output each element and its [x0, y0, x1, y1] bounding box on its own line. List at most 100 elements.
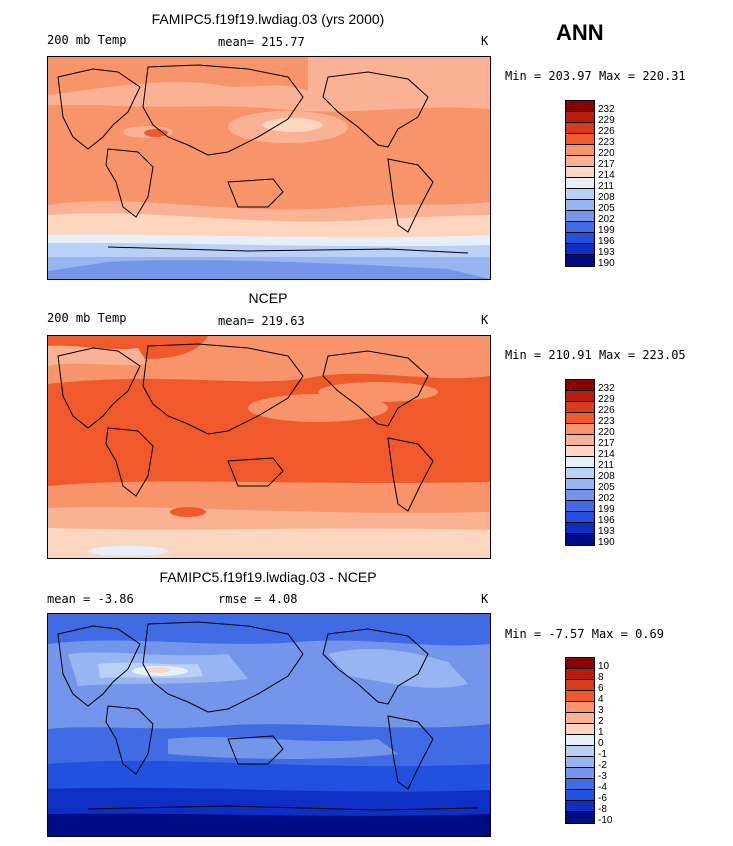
- legend-swatch: [566, 402, 594, 413]
- legend-label: 220: [598, 427, 615, 438]
- legend-swatch: [566, 658, 594, 669]
- legend-swatch: [566, 757, 594, 768]
- legend-swatch: [566, 189, 594, 200]
- legend-label: 211: [598, 181, 614, 192]
- legend-label: -8: [598, 804, 607, 815]
- legend-swatch: [566, 468, 594, 479]
- legend-swatch: [566, 156, 594, 167]
- panel3-mean-value: -3.86: [97, 592, 134, 606]
- legend-swatch: [566, 134, 594, 145]
- panel1-max-label: Max =: [598, 69, 636, 83]
- legend-label: 205: [598, 482, 615, 493]
- legend-label: 193: [598, 526, 615, 537]
- legend-label: 8: [598, 672, 604, 683]
- legend-swatch: [566, 413, 594, 424]
- legend-label: 223: [598, 416, 615, 427]
- panel3-rmse-label: rmse =: [218, 592, 262, 606]
- legend-label: 196: [598, 515, 615, 526]
- panel3-min-label: Min =: [505, 627, 542, 641]
- panel3-max-value: 0.69: [635, 627, 664, 641]
- panel3-rmse-value: 4.08: [268, 592, 298, 606]
- legend-label: 217: [598, 438, 615, 449]
- legend-label: 217: [598, 159, 615, 170]
- legend-swatch: [566, 211, 594, 222]
- legend-swatch: [566, 233, 594, 244]
- legend-swatch: [566, 479, 594, 490]
- legend-swatch: [566, 244, 594, 255]
- legend-label: -1: [598, 749, 607, 760]
- panel1-max-value: 220.31: [642, 69, 686, 83]
- panel2-units: K: [481, 313, 489, 327]
- panel1-map: [47, 56, 491, 280]
- legend-label: 214: [598, 170, 615, 181]
- legend-swatch: [566, 501, 594, 512]
- legend-swatch: [566, 457, 594, 468]
- legend-swatch: [566, 790, 594, 801]
- legend-swatch: [566, 724, 594, 735]
- legend-swatch: [566, 746, 594, 757]
- legend-label: 205: [598, 203, 615, 214]
- panel3-min-value: -7.57: [548, 627, 585, 641]
- panel1-title: FAMIPC5.f19f19.lwdiag.03 (yrs 2000): [151, 11, 385, 27]
- panel1-variable-label: 200 mb Temp: [47, 33, 127, 47]
- panel2-variable-label: 200 mb Temp: [47, 311, 127, 325]
- legend-label: 10: [598, 661, 610, 672]
- panel3-minmax: Min = -7.57 Max = 0.69: [505, 627, 664, 641]
- legend-swatch: [566, 200, 594, 211]
- panel1-mean: mean= 215.77: [218, 35, 305, 49]
- panel1-colorbar: [565, 100, 595, 267]
- legend-label: -4: [598, 782, 607, 793]
- panel2-min-value: 210.91: [548, 348, 592, 362]
- panel2-mean-label: mean=: [218, 314, 255, 328]
- legend-label: -2: [598, 760, 607, 771]
- legend-swatch: [566, 812, 594, 823]
- legend-swatch: [566, 779, 594, 790]
- legend-label: 229: [598, 394, 615, 405]
- panel2-max-value: 223.05: [642, 348, 686, 362]
- panel3-colorbar: [565, 657, 595, 824]
- legend-swatch: [566, 446, 594, 457]
- legend-label: 0: [598, 738, 604, 749]
- legend-swatch: [566, 691, 594, 702]
- legend-label: 199: [598, 504, 615, 515]
- panel2-minmax: Min = 210.91 Max = 223.05: [505, 348, 686, 362]
- legend-label: 193: [598, 247, 615, 258]
- legend-label: 1: [598, 727, 604, 738]
- legend-label: 229: [598, 115, 615, 126]
- legend-label: 232: [598, 383, 615, 394]
- panel2-title: NCEP: [248, 290, 288, 306]
- legend-swatch: [566, 768, 594, 779]
- legend-swatch: [566, 534, 594, 545]
- legend-label: 226: [598, 405, 615, 416]
- panel3-mean-label: mean =: [47, 592, 91, 606]
- panel1-mean-value: 215.77: [261, 35, 305, 49]
- panel1-mean-label: mean=: [218, 35, 255, 49]
- legend-label: 211: [598, 460, 614, 471]
- legend-label: 223: [598, 137, 615, 148]
- panel3-rmse: rmse = 4.08: [218, 592, 298, 606]
- legend-swatch: [566, 167, 594, 178]
- legend-swatch: [566, 512, 594, 523]
- legend-label: 3: [598, 705, 604, 716]
- legend-label: 202: [598, 214, 615, 225]
- panel2-mean: mean= 219.63: [218, 314, 305, 328]
- legend-swatch: [566, 222, 594, 233]
- legend-label: -6: [598, 793, 607, 804]
- legend-label: 226: [598, 126, 615, 137]
- legend-label: 208: [598, 192, 615, 203]
- legend-label: 214: [598, 449, 615, 460]
- legend-swatch: [566, 801, 594, 812]
- legend-swatch: [566, 101, 594, 112]
- legend-label: 196: [598, 236, 615, 247]
- legend-swatch: [566, 523, 594, 534]
- panel1-units: K: [481, 34, 489, 48]
- legend-swatch: [566, 490, 594, 501]
- legend-label: 208: [598, 471, 615, 482]
- legend-swatch: [566, 255, 594, 266]
- legend-label: 199: [598, 225, 615, 236]
- legend-swatch: [566, 424, 594, 435]
- panel3-mean: mean = -3.86: [47, 592, 134, 606]
- legend-label: -3: [598, 771, 607, 782]
- panel2-colorbar: [565, 379, 595, 546]
- legend-label: -10: [598, 815, 613, 826]
